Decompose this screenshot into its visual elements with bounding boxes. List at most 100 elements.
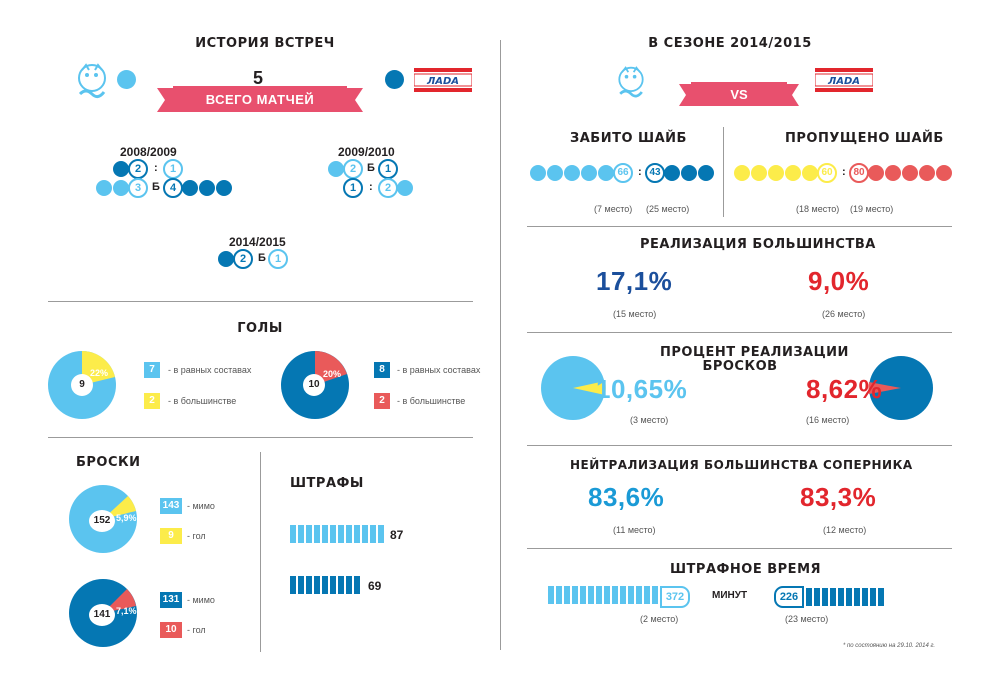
goals-legend-3-text: - в равных составах bbox=[397, 365, 481, 375]
lada-logo-small-icon: ЛАDA bbox=[815, 68, 873, 92]
lada-logo-icon: ЛАDA bbox=[414, 68, 472, 92]
pim-bar-barys bbox=[548, 586, 658, 604]
shots-legend-3-text: - мимо bbox=[187, 595, 215, 605]
conceded-sep: : bbox=[842, 166, 846, 178]
shotpct-right-value: 8,62% bbox=[806, 374, 883, 404]
score-2008-r1-sep: : bbox=[154, 162, 158, 174]
score-dot bbox=[96, 180, 112, 196]
score-dot bbox=[113, 161, 129, 177]
scored-dot bbox=[664, 165, 680, 181]
pp-left-place: (15 место) bbox=[613, 309, 657, 319]
scored-right-value: 43 bbox=[645, 163, 665, 183]
conceded-left-value: 60 bbox=[817, 163, 837, 183]
score-2014-r1-right: 1 bbox=[268, 249, 288, 269]
shots-legend-3-value: 131 bbox=[160, 592, 182, 608]
shots-legend-1-text: - мимо bbox=[187, 501, 215, 511]
goals-pie-barys-pct: 22% bbox=[90, 368, 109, 378]
conceded-dot bbox=[802, 165, 818, 181]
goals-legend-3-value: 8 bbox=[374, 362, 390, 378]
scored-dot bbox=[530, 165, 546, 181]
conceded-dot bbox=[936, 165, 952, 181]
score-2009-r1-sep: Б bbox=[367, 162, 375, 174]
ribbon-banner bbox=[157, 86, 363, 112]
scored-dot bbox=[547, 165, 563, 181]
pk-left-place: (11 место) bbox=[613, 525, 656, 535]
history-title: ИСТОРИЯ ВСТРЕЧ bbox=[195, 36, 335, 51]
vs-label: VS bbox=[730, 87, 748, 102]
shots-legend-2-text: - гол bbox=[187, 531, 206, 541]
scored-dot bbox=[581, 165, 597, 181]
score-2008-r2-right: 4 bbox=[163, 178, 183, 198]
left-divider-2 bbox=[48, 437, 473, 438]
scored-left-place: (7 место) bbox=[594, 204, 633, 214]
pim-left-place: (2 место) bbox=[640, 614, 679, 624]
season-name-2008: 2008/2009 bbox=[120, 145, 177, 159]
goals-pie-barys-center: 9 bbox=[71, 374, 93, 396]
right-divider-5 bbox=[723, 127, 724, 217]
total-games-number: 5 bbox=[253, 68, 264, 88]
shots-legend-4-text: - гол bbox=[187, 625, 206, 635]
conceded-right-value: 80 bbox=[849, 163, 869, 183]
pk-title: НЕЙТРАЛИЗАЦИЯ БОЛЬШИНСТВА СОПЕРНИКА bbox=[570, 458, 913, 472]
conceded-dot bbox=[902, 165, 918, 181]
penalties-bar-barys bbox=[290, 525, 384, 543]
score-2008-r2-left: 3 bbox=[128, 178, 148, 198]
conceded-dot bbox=[868, 165, 884, 181]
goals-pie-lada-pct: 20% bbox=[323, 369, 342, 379]
shotpct-pie-barys bbox=[541, 356, 606, 420]
pim-title: ШТРАФНОЕ ВРЕМЯ bbox=[670, 562, 822, 577]
lada-team-dot bbox=[385, 70, 404, 89]
footnote: * по состоянию на 29.10. 2014 г. bbox=[843, 643, 936, 649]
shots-legend-2-value: 9 bbox=[160, 528, 182, 544]
shotpct-pie-lada bbox=[868, 356, 933, 420]
pim-right-value: 226 bbox=[774, 586, 804, 608]
total-games-label: ВСЕГО МАТЧЕЙ bbox=[205, 92, 315, 107]
center-divider bbox=[500, 40, 501, 650]
pp-right-value: 9,0% bbox=[808, 266, 870, 296]
score-2008-r1-left: 2 bbox=[128, 159, 148, 179]
shotpct-title-1: ПРОЦЕНТ РЕАЛИЗАЦИИ bbox=[660, 345, 849, 360]
score-2014-r1-sep: Б bbox=[258, 252, 266, 264]
right-divider-3 bbox=[527, 445, 952, 446]
conceded-dot bbox=[885, 165, 901, 181]
pp-right-place: (26 место) bbox=[822, 309, 866, 319]
score-2008-r1-right: 1 bbox=[163, 159, 183, 179]
score-dot bbox=[218, 251, 234, 267]
score-2009-r2-left: 1 bbox=[343, 178, 363, 198]
goals-legend-4-value: 2 bbox=[374, 393, 390, 409]
shots-title: БРОСКИ bbox=[76, 455, 141, 470]
svg-text:ЛАDA: ЛАDA bbox=[827, 76, 860, 87]
shots-pie-lada-center: 141 bbox=[89, 604, 115, 626]
season-name-2014: 2014/2015 bbox=[229, 235, 286, 249]
pim-unit: МИНУТ bbox=[712, 590, 748, 601]
pim-bar-lada bbox=[806, 588, 884, 606]
pim-left-value: 372 bbox=[660, 586, 690, 608]
vs-ribbon bbox=[679, 82, 799, 106]
conceded-title: ПРОПУЩЕНО ШАЙБ bbox=[785, 131, 944, 146]
score-dot bbox=[328, 161, 344, 177]
shotpct-title-2: БРОСКОВ bbox=[702, 359, 778, 374]
pp-title: РЕАЛИЗАЦИЯ БОЛЬШИНСТВА bbox=[640, 237, 876, 252]
goals-legend-4-text: - в большинстве bbox=[397, 396, 466, 406]
pp-left-value: 17,1% bbox=[596, 266, 673, 296]
scored-right-place: (25 место) bbox=[646, 204, 690, 214]
scored-dot bbox=[564, 165, 580, 181]
goals-legend-2-text: - в большинстве bbox=[168, 396, 237, 406]
score-dot bbox=[216, 180, 232, 196]
shots-pie-barys-center: 152 bbox=[89, 510, 115, 532]
score-2009-r1-left: 2 bbox=[343, 159, 363, 179]
right-divider-4 bbox=[527, 548, 952, 549]
shotpct-right-place: (16 место) bbox=[806, 415, 850, 425]
right-divider-2 bbox=[527, 332, 952, 333]
score-dot bbox=[397, 180, 413, 196]
svg-text:ЛАDA: ЛАDA bbox=[426, 76, 459, 87]
score-dot bbox=[182, 180, 198, 196]
left-divider-3 bbox=[260, 452, 261, 652]
goals-pie-lada-center: 10 bbox=[303, 374, 325, 396]
penalties-value-barys: 87 bbox=[390, 528, 404, 542]
pk-right-place: (12 место) bbox=[823, 525, 867, 535]
barys-logo-icon bbox=[78, 63, 106, 99]
season-name-2009: 2009/2010 bbox=[338, 145, 395, 159]
shotpct-left-value: 10,65% bbox=[596, 374, 688, 404]
score-2008-r2-sep: Б bbox=[152, 181, 160, 193]
